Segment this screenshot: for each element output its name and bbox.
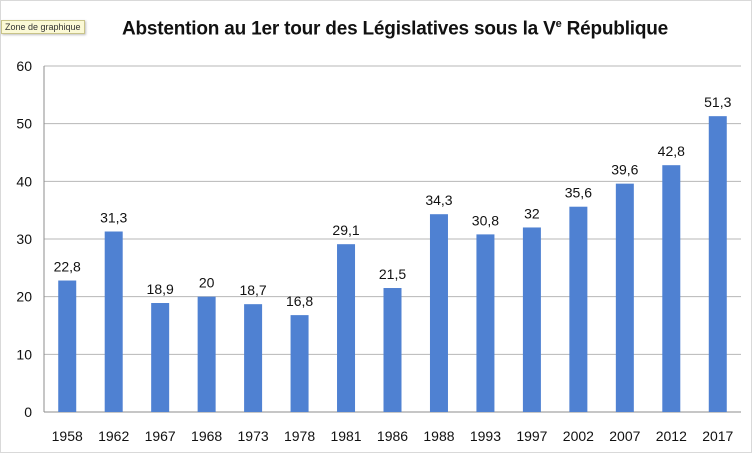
x-tick-label: 1968: [191, 428, 222, 444]
x-tick-label: 1973: [238, 428, 269, 444]
data-label: 31,3: [100, 210, 127, 226]
bar: [476, 234, 495, 412]
data-label: 42,8: [658, 143, 685, 159]
y-tick-label: 60: [16, 58, 32, 74]
y-tick-label: 50: [16, 116, 32, 132]
data-label: 16,8: [286, 293, 313, 309]
data-label: 30,8: [472, 212, 499, 228]
data-label: 29,1: [332, 222, 359, 238]
bar: [151, 303, 170, 412]
data-label: 51,3: [704, 94, 731, 110]
y-tick-label: 40: [16, 173, 32, 189]
x-tick-label: 2007: [609, 428, 640, 444]
chart-title: Abstention au 1er tour des Législatives …: [0, 18, 754, 40]
bar: [569, 206, 588, 412]
bar: [615, 183, 634, 412]
data-label: 22,8: [54, 259, 81, 275]
x-tick-label: 2002: [563, 428, 594, 444]
bar: [290, 315, 309, 412]
chart-area-tooltip: Zone de graphique: [1, 20, 85, 34]
x-tick-label: 1981: [330, 428, 361, 444]
y-tick-label: 0: [24, 404, 32, 420]
bar: [197, 296, 216, 412]
data-label: 35,6: [565, 185, 592, 201]
chart-title-superscript: e: [555, 18, 562, 30]
bar: [104, 231, 123, 412]
bar: [662, 165, 681, 412]
x-tick-label: 1978: [284, 428, 315, 444]
y-tick-label: 20: [16, 289, 32, 305]
y-tick-label: 10: [16, 346, 32, 362]
y-tick-label: 30: [16, 231, 32, 247]
data-label: 18,7: [239, 282, 266, 298]
bar: [429, 214, 448, 412]
chart-title-main: Abstention au 1er tour des Législatives …: [121, 18, 556, 40]
x-tick-label: 1958: [52, 428, 83, 444]
data-label: 34,3: [425, 192, 452, 208]
data-label: 18,9: [147, 281, 174, 297]
x-tick-label: 2012: [656, 428, 687, 444]
bar: [708, 116, 727, 413]
x-tick-label: 1997: [516, 428, 547, 444]
bar: [383, 288, 402, 412]
data-label: 21,5: [379, 266, 406, 282]
bar: [337, 244, 356, 412]
x-tick-label: 1986: [377, 428, 408, 444]
chart-title-suffix: République: [561, 18, 669, 40]
x-tick-label: 1967: [145, 428, 176, 444]
data-label: 20: [199, 275, 215, 291]
x-tick-label: 1962: [98, 428, 129, 444]
x-tick-label: 1993: [470, 428, 501, 444]
bar: [522, 227, 541, 412]
bar: [58, 280, 77, 412]
x-tick-label: 1988: [423, 428, 454, 444]
x-tick-label: 2017: [702, 428, 733, 444]
data-label: 32: [524, 205, 540, 221]
data-label: 39,6: [611, 162, 638, 178]
bar: [244, 304, 263, 412]
